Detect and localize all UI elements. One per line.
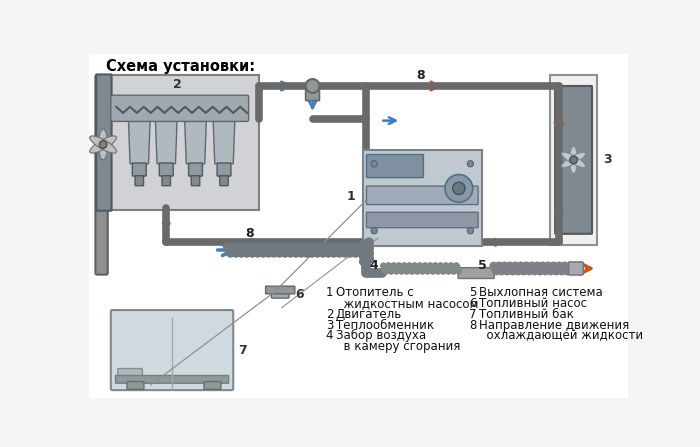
Polygon shape [561,152,586,168]
Text: Забор воздуха: Забор воздуха [336,329,426,342]
Text: 2: 2 [174,78,182,91]
FancyBboxPatch shape [96,75,111,211]
Text: 3: 3 [326,319,333,332]
FancyBboxPatch shape [188,163,202,176]
Text: 4: 4 [326,329,333,342]
Text: Направление движения: Направление движения [479,319,629,332]
FancyBboxPatch shape [306,85,319,101]
FancyBboxPatch shape [111,310,233,390]
Circle shape [371,228,377,234]
Polygon shape [561,152,586,168]
FancyBboxPatch shape [265,286,295,294]
Circle shape [468,160,473,167]
Polygon shape [129,122,150,164]
FancyBboxPatch shape [217,163,231,176]
FancyBboxPatch shape [95,75,108,274]
Polygon shape [214,122,235,164]
FancyBboxPatch shape [118,369,142,378]
FancyBboxPatch shape [160,163,173,176]
FancyBboxPatch shape [367,186,478,205]
FancyBboxPatch shape [90,54,629,398]
Text: Топливный бак: Топливный бак [479,308,574,321]
Text: 3: 3 [603,153,612,166]
Text: жидкостным насосом: жидкостным насосом [336,297,478,310]
FancyBboxPatch shape [116,375,229,383]
Text: 5: 5 [469,286,477,299]
Circle shape [570,156,578,164]
FancyBboxPatch shape [568,262,583,275]
Text: 5: 5 [477,259,486,272]
Circle shape [99,141,107,148]
FancyBboxPatch shape [132,163,146,176]
FancyBboxPatch shape [204,382,221,389]
FancyBboxPatch shape [550,75,598,245]
Polygon shape [185,122,206,164]
Circle shape [306,79,319,93]
FancyBboxPatch shape [367,155,424,177]
Circle shape [453,182,465,194]
FancyBboxPatch shape [162,176,171,186]
Circle shape [445,174,472,202]
Text: Выхлопная система: Выхлопная система [479,286,603,299]
FancyBboxPatch shape [555,86,592,234]
FancyBboxPatch shape [108,75,258,210]
Text: в камеру сгорания: в камеру сгорания [336,340,460,353]
Text: 7: 7 [469,308,477,321]
Text: 8: 8 [469,319,477,332]
FancyBboxPatch shape [135,176,143,186]
Text: 2: 2 [326,308,333,321]
FancyBboxPatch shape [111,95,248,122]
FancyBboxPatch shape [367,212,478,228]
Text: Теплообменник: Теплообменник [336,319,434,332]
FancyBboxPatch shape [272,290,289,298]
FancyBboxPatch shape [363,150,482,246]
Circle shape [468,228,473,234]
Text: 8: 8 [245,227,253,240]
FancyBboxPatch shape [191,176,200,186]
Text: Отопитель с: Отопитель с [336,286,413,299]
Polygon shape [570,146,578,174]
FancyBboxPatch shape [127,382,144,389]
Circle shape [371,160,377,167]
Text: 8: 8 [416,69,425,82]
Text: 1: 1 [346,190,356,202]
Polygon shape [155,122,177,164]
Text: 4: 4 [370,259,379,272]
Text: Схема установки:: Схема установки: [106,59,256,74]
Text: охлаждающей жидкости: охлаждающей жидкости [479,329,643,342]
Text: 1: 1 [326,286,333,299]
Polygon shape [90,136,117,153]
FancyBboxPatch shape [458,268,494,278]
Text: 6: 6 [295,288,304,301]
FancyBboxPatch shape [220,176,228,186]
Text: 7: 7 [238,344,246,357]
Text: Двигатель: Двигатель [336,308,402,321]
Text: 6: 6 [469,297,477,310]
Polygon shape [90,136,117,153]
Text: Топливный насос: Топливный насос [479,297,587,310]
Polygon shape [99,129,108,160]
